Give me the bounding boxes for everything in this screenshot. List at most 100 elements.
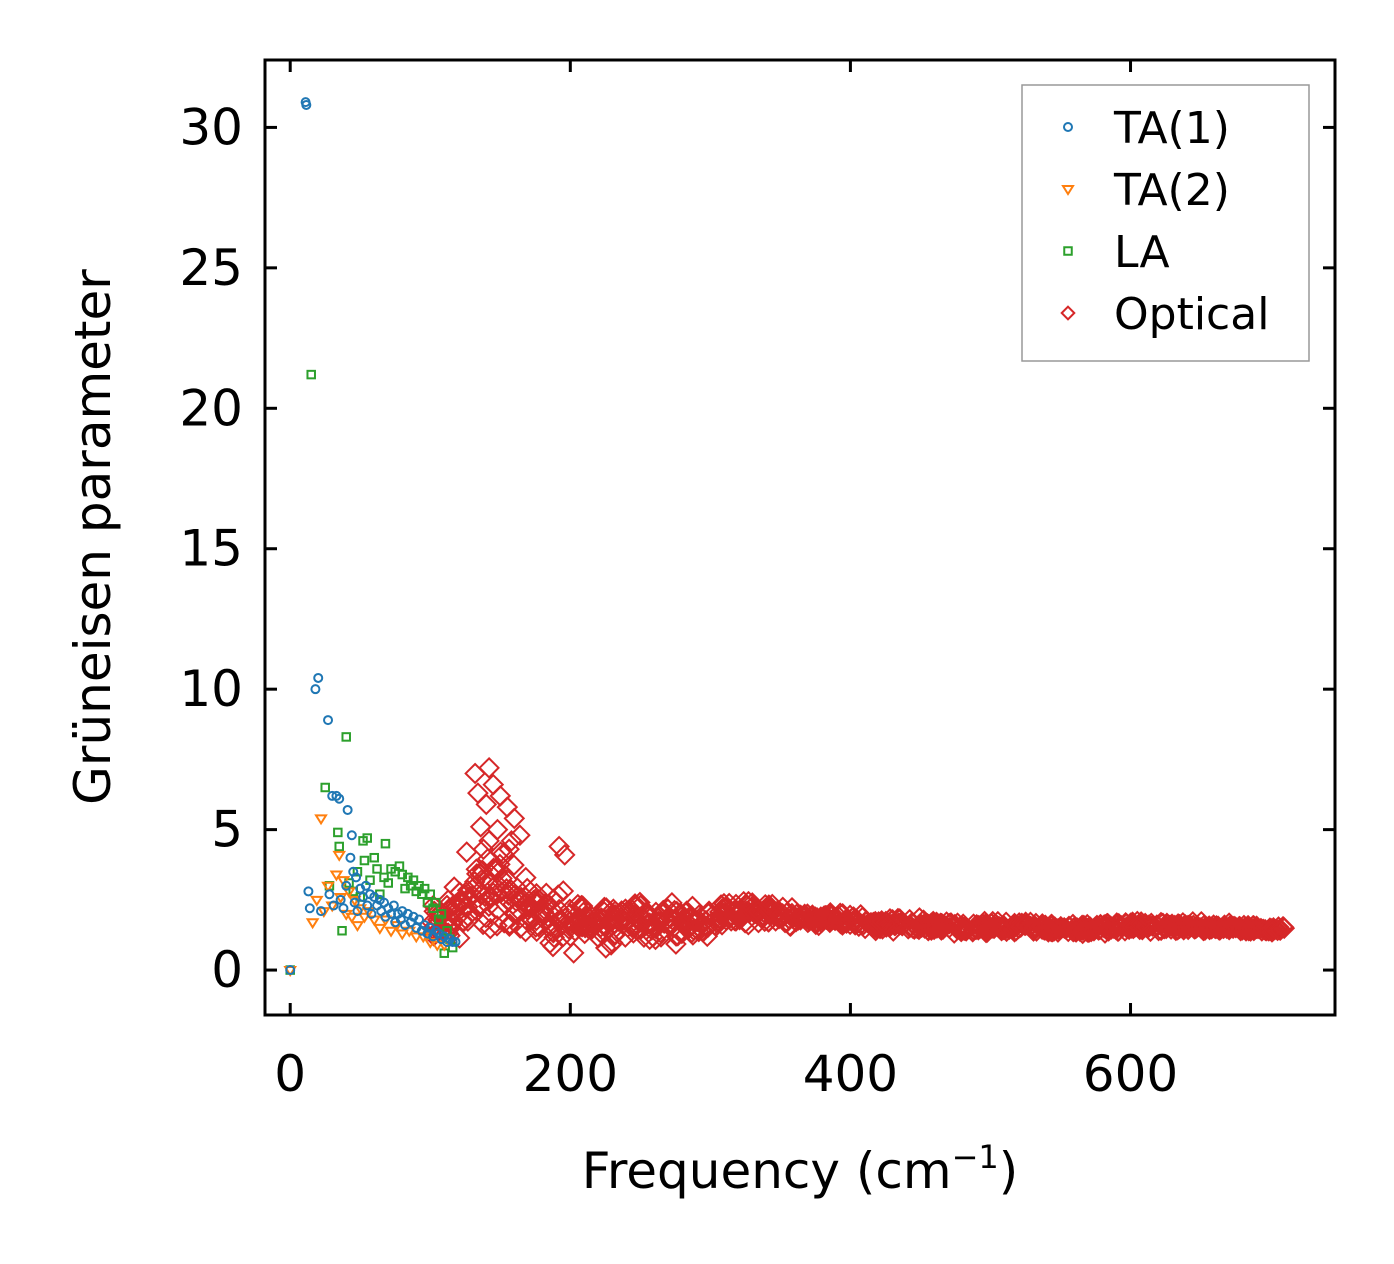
optical-point [1071, 919, 1094, 942]
ta-1-point [388, 900, 399, 911]
optical-point [1018, 915, 1041, 938]
la-point [383, 878, 393, 888]
optical-point [1212, 917, 1235, 940]
la-point [359, 855, 370, 866]
ta-1-point [351, 872, 362, 883]
optical-point [457, 905, 479, 928]
legend-label-la: LA [1114, 227, 1170, 278]
ta-2-point [321, 881, 335, 893]
ta-1-point [346, 830, 357, 841]
optical-point [452, 909, 474, 932]
ta-1-point [328, 900, 339, 911]
x-axis-label: Frequency (cm−1) [582, 1138, 1019, 1200]
optical-point [525, 882, 548, 905]
optical-point [772, 906, 794, 929]
ta-2-point [305, 918, 320, 930]
ta-1-point [360, 880, 371, 891]
optical-point [553, 844, 576, 866]
optical-point [507, 888, 530, 911]
optical-point [491, 867, 513, 890]
legend-label-ta-1: TA(1) [1113, 103, 1230, 154]
ta-1-point [430, 925, 441, 936]
optical-point [842, 910, 864, 932]
optical-point [1184, 917, 1207, 940]
ta-1-point [285, 965, 296, 976]
la-point [408, 875, 419, 885]
plot-frame [263, 58, 1337, 1017]
optical-point [680, 907, 703, 930]
ta-1-point [323, 715, 334, 726]
optical-point [590, 907, 613, 929]
ta-2-point [333, 893, 348, 904]
optical-point [575, 905, 598, 928]
series-ta-1 [285, 97, 461, 976]
optical-point [870, 910, 893, 932]
optical-point [539, 915, 562, 938]
y-tick-label: 30 [179, 98, 243, 156]
y-tick-label: 10 [179, 660, 243, 718]
ta-1-point [345, 852, 356, 863]
ta-2-point [361, 907, 376, 918]
optical-point [1041, 920, 1064, 943]
legend-label-ta-2: TA(2) [1113, 165, 1230, 216]
optical-point [665, 933, 687, 955]
legend-marker-optical [1060, 305, 1076, 321]
legend: TA(1) TA(2) LA Optical [1021, 84, 1310, 362]
optical-point [548, 898, 571, 921]
ta-1-point [338, 903, 349, 914]
ta-1-point [352, 906, 363, 917]
la-point [337, 925, 347, 936]
ta-1-point [362, 900, 373, 911]
legend-marker-ta-2 [1061, 185, 1075, 196]
ta-2-point [314, 814, 328, 826]
optical-point [475, 793, 498, 816]
ta-1-point [310, 684, 321, 695]
la-point [306, 369, 316, 380]
optical-point [644, 928, 667, 951]
ta-1-point [342, 804, 353, 815]
optical-point [1025, 912, 1047, 935]
optical-point [1241, 918, 1263, 940]
optical-point [509, 824, 531, 847]
optical-point [1047, 917, 1069, 940]
optical-point [732, 890, 755, 913]
la-point [362, 833, 372, 843]
x-tick-label: 600 [1083, 1045, 1178, 1103]
optical-point [448, 881, 471, 904]
x-tick-label: 200 [523, 1045, 618, 1103]
optical-point [1153, 917, 1176, 940]
ta-1-point [334, 793, 345, 804]
ta-1-point [366, 908, 377, 919]
optical-point [589, 921, 612, 944]
optical-point [493, 911, 516, 934]
ta-1-point [341, 880, 352, 891]
optical-point [659, 907, 682, 930]
optical-point [478, 756, 500, 779]
optical-point [1244, 917, 1267, 940]
x-tick-label: 400 [803, 1045, 898, 1103]
ta-2-point [310, 895, 324, 907]
optical-point [503, 807, 526, 830]
optical-point [869, 913, 892, 935]
ta-1-point [414, 914, 425, 925]
optical-point [661, 891, 683, 914]
optical-point [930, 913, 953, 935]
ta-2-point [395, 929, 410, 941]
optical-point [930, 917, 953, 940]
ta-2-point [329, 870, 344, 882]
optical-point [899, 916, 921, 939]
la-point [341, 732, 351, 742]
optical-point [842, 906, 865, 928]
la-point [425, 889, 436, 899]
ta-2-point [409, 932, 424, 944]
optical-point [562, 942, 585, 964]
optical-point [478, 829, 500, 852]
ta-1-point [301, 99, 312, 110]
optical-point [546, 917, 569, 940]
axis-ticks: 0 200 400 600 0 5 10 15 20 25 30 [179, 60, 1335, 1103]
y-tick-label: 20 [179, 379, 243, 437]
y-tick-label: 5 [211, 801, 243, 859]
optical-point [492, 842, 514, 865]
la-point [372, 864, 382, 874]
la-point [419, 883, 430, 894]
